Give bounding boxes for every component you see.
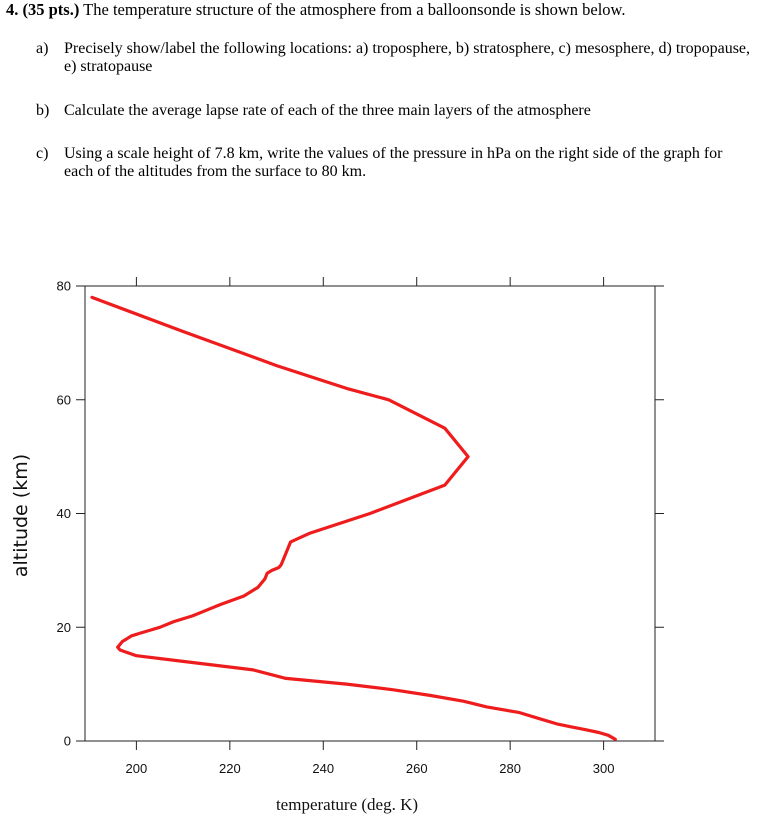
x-axis-label: temperature (deg. K): [276, 795, 418, 814]
y-tick-label: 0: [64, 734, 71, 749]
question-intro: The temperature structure of the atmosph…: [79, 0, 626, 19]
question-number-points: 4. (35 pts.): [6, 0, 80, 19]
x-tick-label: 280: [499, 761, 521, 776]
x-tick-label: 220: [219, 761, 241, 776]
part-label: b): [36, 102, 50, 119]
part-text: Using a scale height of 7.8 km, write th…: [64, 145, 723, 180]
y-tick-label: 20: [57, 620, 71, 635]
y-tick-label: 80: [57, 279, 71, 294]
y-tick-label: 60: [57, 392, 71, 407]
x-tick-label: 300: [593, 761, 615, 776]
x-tick-label: 200: [126, 761, 148, 776]
part-label: a): [36, 40, 49, 57]
question-heading: 4. (35 pts.) The temperature structure o…: [6, 0, 626, 20]
y-tick-label: 40: [57, 506, 71, 521]
x-tick-label: 240: [312, 761, 334, 776]
part-text: Precisely show/label the following locat…: [64, 40, 751, 75]
temperature-profile-line: [90, 295, 617, 741]
axis-ticks: 200 220 240 260 280 300 0 20 40 60 80: [57, 277, 664, 776]
part-label: c): [36, 145, 49, 162]
y-axis-label: altitude (km): [10, 454, 32, 577]
x-tick-label: 260: [406, 761, 428, 776]
part-text: Calculate the average lapse rate of each…: [64, 102, 591, 119]
